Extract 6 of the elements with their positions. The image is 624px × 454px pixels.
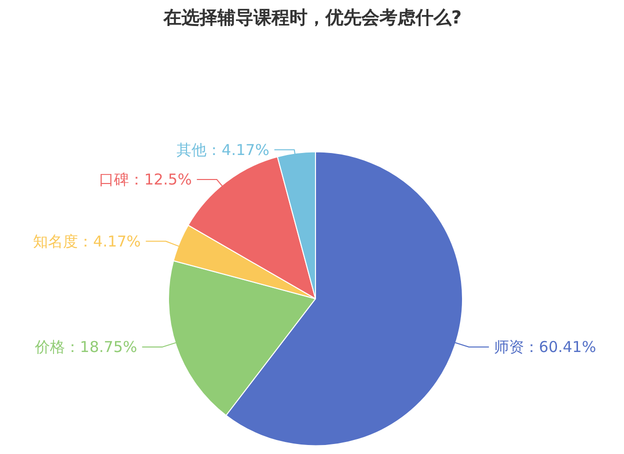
slice-label: 价格：18.75% [34,338,138,356]
slice-label: 知名度：4.17% [33,232,141,250]
slice-label: 其他：4.17% [176,140,270,159]
slice-label: 口碑：12.5% [99,170,192,189]
chart-title: 在选择辅导课程时，优先会考虑什么? [162,8,462,28]
slice-label: 师资：60.41% [494,338,596,356]
